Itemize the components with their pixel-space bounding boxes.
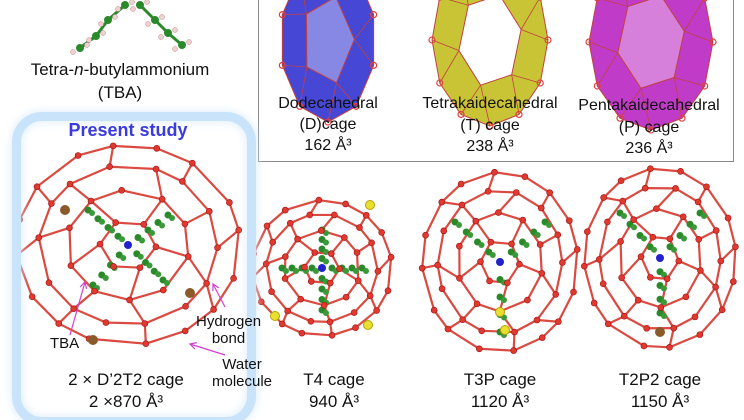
d2t2-cage-cluster: [13, 142, 243, 348]
brown-atom-marker: [185, 288, 195, 298]
t4-cage: [249, 196, 395, 339]
polyhedron-volume-p: 236 Å³: [625, 140, 673, 157]
dodecahedral-cage: [278, 0, 378, 126]
tba-guest: [616, 209, 707, 319]
tetrakaidecahedral-cage: [428, 0, 552, 130]
polyhedron-name-p: Pentakaidecahedral: [578, 97, 720, 114]
present-study-title: Present study: [68, 120, 188, 140]
polyhedron-label-p: (P) cage: [618, 119, 680, 136]
tba-arrow: [69, 280, 88, 336]
hbond-annotation: Hydrogen bond: [196, 313, 262, 347]
brown-atom-marker: [60, 205, 70, 215]
tba-guest: [278, 226, 369, 316]
polyhedron-volume-d: 162 Å³: [304, 137, 352, 154]
polyhedron-label-d: (D)cage: [299, 116, 357, 133]
cage-label-t4: T4 cage: [303, 370, 365, 389]
hydrogen-atom-marker: [365, 200, 375, 210]
hbond-arrow: [212, 282, 226, 308]
hydrogen-atom-marker: [495, 307, 505, 317]
t3p-cage: [418, 168, 581, 354]
t2p2-cage: [581, 165, 739, 351]
cage-volume-t4: 940 Å³: [308, 392, 360, 411]
polyhedron-volume-t: 238 Å³: [466, 138, 514, 155]
tba-guest: [84, 206, 175, 291]
molecule-name: Tetra-n-butylammonium: [30, 60, 210, 79]
water-arrow: [188, 342, 226, 356]
polyhedron-name-t: Tetrakaidecahedral: [422, 95, 558, 112]
tba-molecule: [70, 0, 192, 55]
cage-volume-d2t2: 2 ×870 Å³: [88, 392, 164, 411]
tba-annotation: TBA: [50, 335, 80, 352]
cage-label-t2p2: T2P2 cage: [618, 370, 702, 389]
hydrogen-atom-marker: [363, 320, 373, 330]
cage-volume-t2p2: 1150 Å³: [630, 392, 690, 411]
tba-guest: [451, 218, 552, 338]
molecule-abbrev: (TBA): [97, 83, 143, 102]
brown-atom-marker: [88, 335, 98, 345]
brown-atom-marker: [655, 327, 665, 337]
cage-label-d2t2: 2 × D’2T2 cage: [68, 370, 184, 389]
polyhedron-name-d: Dodecahedral: [278, 95, 378, 112]
water-annotation: Water molecule: [212, 356, 273, 390]
hydrogen-atom-marker: [500, 325, 510, 335]
hydrogen-atom-marker: [270, 311, 280, 321]
polyhedron-label-t: (T) cage: [460, 117, 520, 134]
pentakaidecahedral-cage: [585, 0, 717, 134]
present-study-highlight: [12, 112, 256, 420]
cage-label-t3p: T3P cage: [463, 370, 537, 389]
cage-volume-t3p: 1120 Å³: [470, 392, 530, 411]
polyhedra-panel: [258, 0, 734, 162]
